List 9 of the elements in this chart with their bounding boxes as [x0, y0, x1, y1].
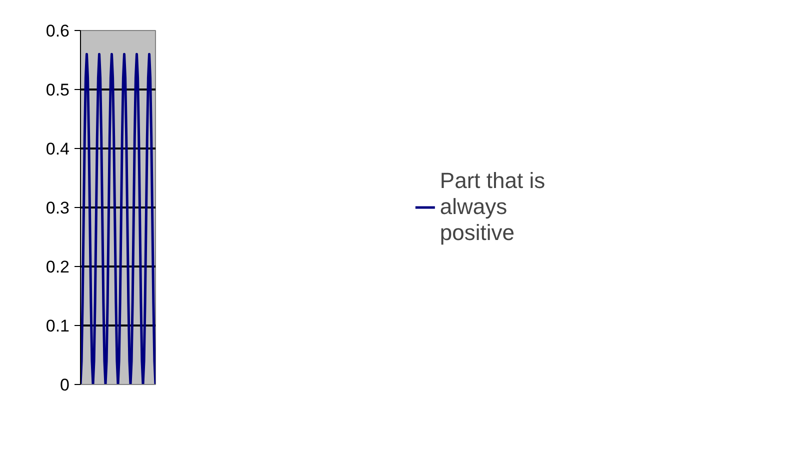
- y-tick-label: 0.1: [46, 316, 70, 336]
- line-series: [80, 52, 156, 384]
- y-tick-label: 0.4: [46, 140, 70, 158]
- y-tick-label: 0.5: [46, 80, 70, 100]
- y-tick-label: 0.6: [46, 22, 70, 40]
- legend-label: Part that is always positive: [440, 168, 546, 246]
- y-tick-label: 0: [60, 376, 70, 394]
- y-tick-label: 0.3: [46, 198, 70, 218]
- y-tick-label: 0.2: [46, 258, 70, 276]
